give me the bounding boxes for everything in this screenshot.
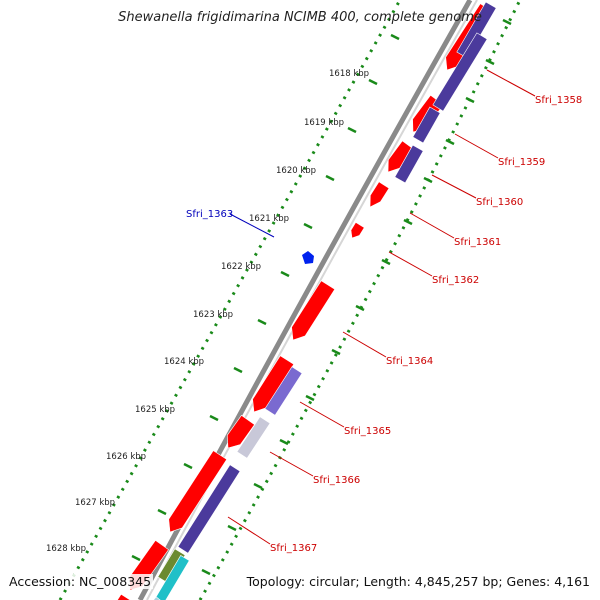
scale-tick [485,58,495,66]
scale-tick [253,482,263,490]
scale-label: 1624 kbp [164,357,204,367]
gene-feature[interactable] [264,366,303,416]
outer-scale-ring [58,0,402,600]
gene-feature[interactable] [252,355,295,413]
gene-label[interactable]: Sfri_1365 [344,426,391,437]
gene-label[interactable]: Sfri_1367 [270,543,317,554]
label-leader-line [229,213,275,238]
label-leader-line [431,174,477,199]
gene-label[interactable]: Sfri_1364 [386,356,433,367]
scale-label: 1628 kbp [46,544,86,554]
map-title: Shewanella frigidimarina NCIMB 400, comp… [118,10,482,25]
inner-scale-ring [198,0,522,600]
label-leader-line [227,516,271,545]
scale-tick [257,318,267,326]
scale-tick [280,270,290,278]
gene-feature[interactable] [236,416,271,459]
scale-tick [403,218,413,226]
scale-tick [390,33,400,41]
gene-label[interactable]: Sfri_1366 [313,475,360,486]
scale-tick [347,126,357,134]
gene-feature[interactable] [112,593,133,600]
scale-tick [305,394,315,402]
gene-label[interactable]: Sfri_1359 [498,157,545,168]
gene-feature[interactable] [291,280,336,341]
accession-text: Accession: NC_008345 [7,574,154,589]
label-leader-line [454,133,499,159]
scale-label: 1627 kbp [75,498,115,508]
scale-tick [131,554,141,562]
scale-tick [465,96,475,104]
label-leader-line [409,212,455,239]
label-leader-line [388,251,433,277]
label-leader-line [269,451,314,477]
scale-label: 1620 kbp [276,166,316,176]
gene-label[interactable]: Sfri_1361 [454,237,501,248]
gene-label[interactable]: Sfri_1358 [535,95,582,106]
gene-feature[interactable] [168,450,228,533]
gene-label[interactable]: Sfri_1363 [186,209,233,220]
scale-tick [227,524,237,532]
scale-label: 1625 kbp [135,405,175,415]
gene-feature[interactable] [432,32,488,112]
scale-tick [325,174,335,182]
label-leader-line [342,331,387,358]
gene-label[interactable]: Sfri_1362 [432,275,479,286]
gene-labels: Sfri_1358 Sfri_1359 Sfri_1360 Sfri_1361 Sfri… [186,95,582,554]
scale-label: 1626 kbp [106,452,146,462]
scale-tick [183,462,193,470]
gene-feature[interactable] [226,414,255,449]
scale-tick [279,438,289,446]
gene-feature[interactable] [412,106,441,144]
scale-tick [502,18,512,26]
scale-tick [201,568,211,576]
gene-feature[interactable] [155,555,190,600]
scale-tick [355,304,365,312]
scale-tick [368,78,378,86]
gene-feature[interactable] [146,596,164,600]
scale-label: 1621 kbp [249,214,289,224]
scale-label: 1623 kbp [193,310,233,320]
gene-feature[interactable] [177,464,241,554]
gene-label[interactable]: Sfri_1360 [476,197,523,208]
scale-tick [331,348,341,356]
label-leader-line [299,401,345,428]
scale-tick [445,138,455,146]
scale-tick [423,176,433,184]
gene-feature-sfri-1363[interactable] [302,251,314,264]
gene-features [112,1,497,600]
scale-tick [157,508,167,516]
gene-feature[interactable] [394,144,424,184]
scale-ticks [58,0,522,600]
topology-text: Topology: circular; Length: 4,845,257 bp… [244,574,592,589]
scale-label: 1622 kbp [221,262,261,272]
scale-tick [381,258,391,266]
scale-label: 1619 kbp [304,118,344,128]
scale-tick [233,366,243,374]
scale-tick [209,414,219,422]
scale-labels: 1618 kbp 1619 kbp 1620 kbp 1621 kbp 1622 kbp… [46,69,369,554]
gene-feature[interactable] [369,181,390,208]
gene-feature[interactable] [350,221,365,239]
scale-label: 1618 kbp [329,69,369,79]
label-leader-line [486,69,536,97]
scale-tick [303,222,313,230]
label-leaders [227,69,536,545]
